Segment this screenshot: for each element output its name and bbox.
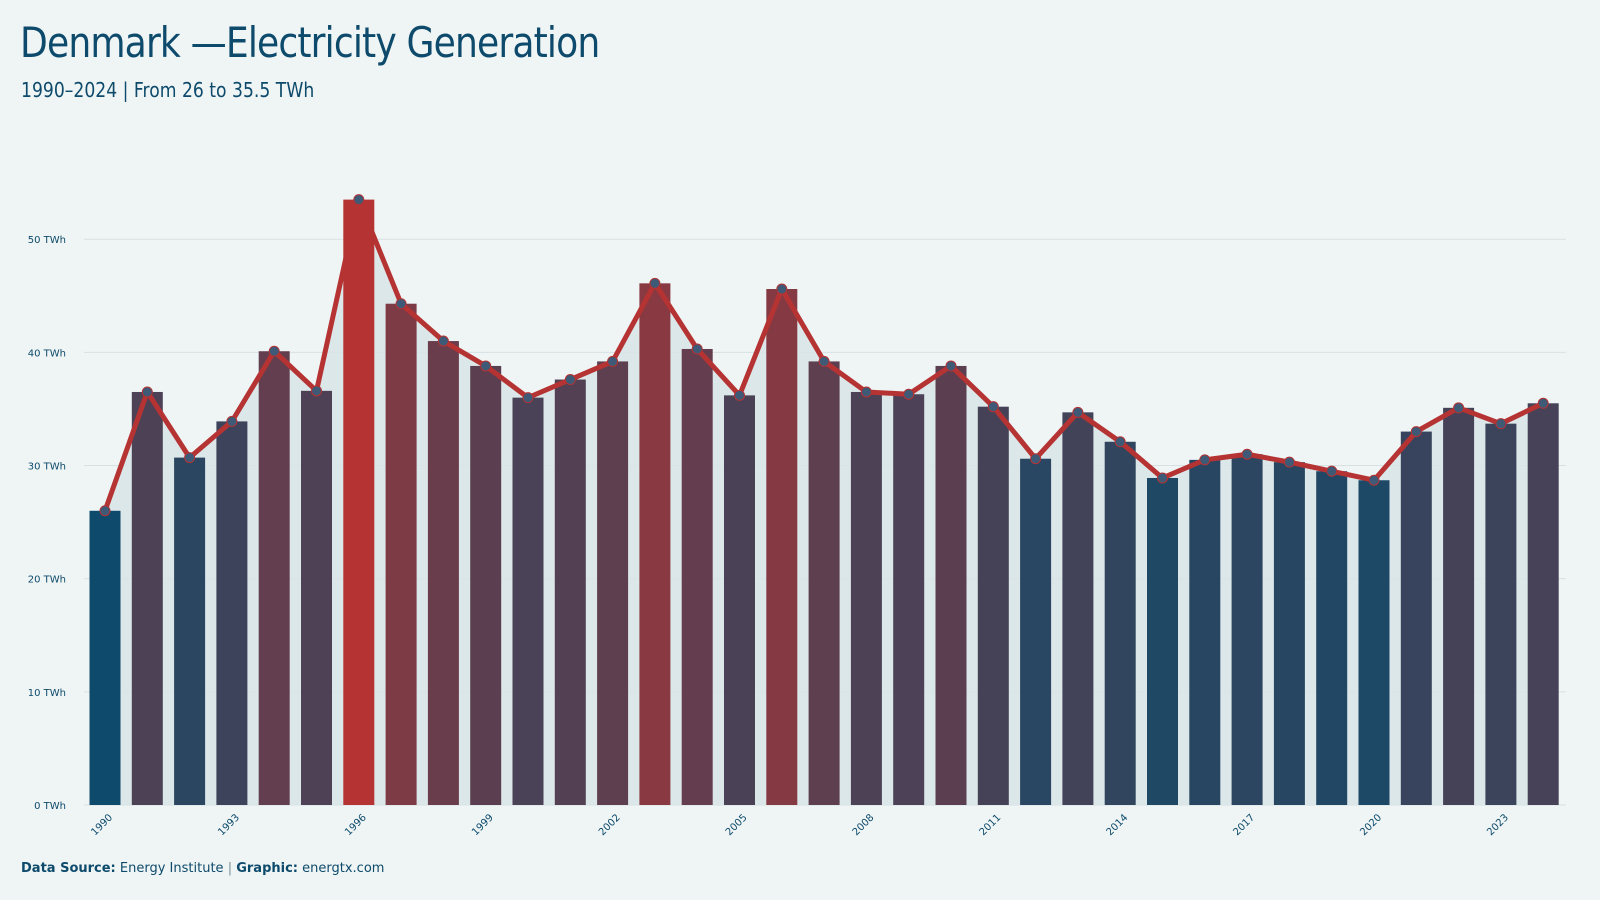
bar-1998 [427,341,459,805]
x-tick-label: 2023 [1485,812,1511,838]
marker-2000 [522,392,534,404]
y-tick-label: 10 TWh [28,688,66,699]
chart-subtitle: 1990–2024 | From 26 to 35.5 TWh [21,78,315,102]
marker-2016 [1199,454,1211,466]
marker-2023 [1495,418,1507,430]
marker-2010 [945,360,957,372]
bar-2009 [893,394,925,805]
marker-1994 [268,345,280,357]
bar-2010 [935,365,967,805]
marker-1996 [353,194,365,206]
graphic-label: Graphic: [236,861,298,876]
marker-1992 [184,452,196,464]
bar-1999 [470,365,502,805]
marker-2001 [564,374,576,386]
bar-1996 [343,199,375,805]
bar-2001 [554,379,586,805]
source-label: Data Source: [21,861,116,876]
bar-2018 [1273,462,1305,805]
bar-2005 [724,395,755,805]
x-tick-label: 1999 [470,812,496,838]
x-tick-label: 2002 [597,812,623,838]
bar-2013 [1062,412,1094,805]
bar-1993 [216,421,248,805]
y-tick-label: 50 TWh [28,235,66,246]
bar-2000 [512,397,544,805]
bar-2007 [808,361,840,805]
marker-2004 [691,343,703,355]
bar-2016 [1189,459,1221,805]
footer-credits: Data Source: Energy Institute | Graphic:… [21,861,384,876]
marker-2017 [1241,448,1253,460]
marker-1993 [226,415,238,427]
marker-1995 [311,385,322,397]
marker-2009 [903,388,915,400]
graphic-value: energtx.com [302,861,385,876]
x-tick-label: 2014 [1105,812,1131,838]
marker-2005 [734,389,745,401]
bar-2022 [1443,407,1475,805]
y-tick-label: 20 TWh [28,575,66,586]
bar-2014 [1104,441,1136,805]
marker-1998 [437,335,449,347]
bar-2023 [1485,423,1517,805]
marker-2020 [1368,474,1380,486]
footer-separator: | [227,861,233,876]
x-tick-label: 2011 [978,812,1004,838]
bar-1992 [174,457,206,805]
bar-1994 [258,351,290,805]
marker-2014 [1114,436,1126,448]
bar-2024 [1527,403,1559,805]
bar-2015 [1147,477,1178,805]
marker-2021 [1410,426,1422,438]
y-tick-label: 0 TWh [34,801,66,812]
marker-2012 [1030,453,1042,465]
bar-1995 [301,390,332,805]
x-tick-label: 2017 [1231,812,1257,838]
marker-2018 [1283,456,1295,468]
bar-2012 [1020,458,1052,805]
x-tick-label: 1993 [216,812,242,838]
x-tick-label: 1990 [89,812,115,838]
bar-2021 [1400,431,1432,805]
marker-2006 [776,283,788,295]
marker-2002 [607,355,619,367]
bar-1990 [89,510,121,805]
source-value: Energy Institute [119,861,224,876]
marker-1991 [141,386,153,398]
bar-2019 [1316,471,1348,805]
x-tick-label: 2020 [1358,812,1384,838]
y-tick-label: 30 TWh [28,462,66,473]
marker-1997 [395,298,407,310]
marker-2003 [649,277,661,289]
bar-2020 [1358,480,1390,805]
bar-2002 [597,361,629,805]
bar-2008 [850,391,882,805]
bar-2006 [766,289,798,805]
x-tick-label: 2005 [724,812,750,838]
bar-2011 [977,406,1009,805]
marker-1999 [480,360,492,372]
bar-2004 [681,348,713,805]
y-tick-label: 40 TWh [28,348,66,359]
bar-2017 [1231,454,1263,805]
bar-1991 [131,391,163,805]
bar-2003 [639,283,671,805]
marker-2008 [860,386,872,398]
x-tick-label: 2008 [851,812,877,838]
marker-2013 [1072,406,1084,418]
marker-2024 [1537,397,1549,409]
x-tick-label: 1996 [343,812,369,838]
marker-2019 [1326,465,1338,477]
marker-2015 [1157,472,1168,484]
marker-2022 [1453,402,1465,414]
marker-2007 [818,355,830,367]
marker-1990 [99,505,111,517]
marker-2011 [987,401,999,413]
chart-title: Denmark —Electricity Generation [20,18,600,67]
bar-1997 [385,303,417,805]
